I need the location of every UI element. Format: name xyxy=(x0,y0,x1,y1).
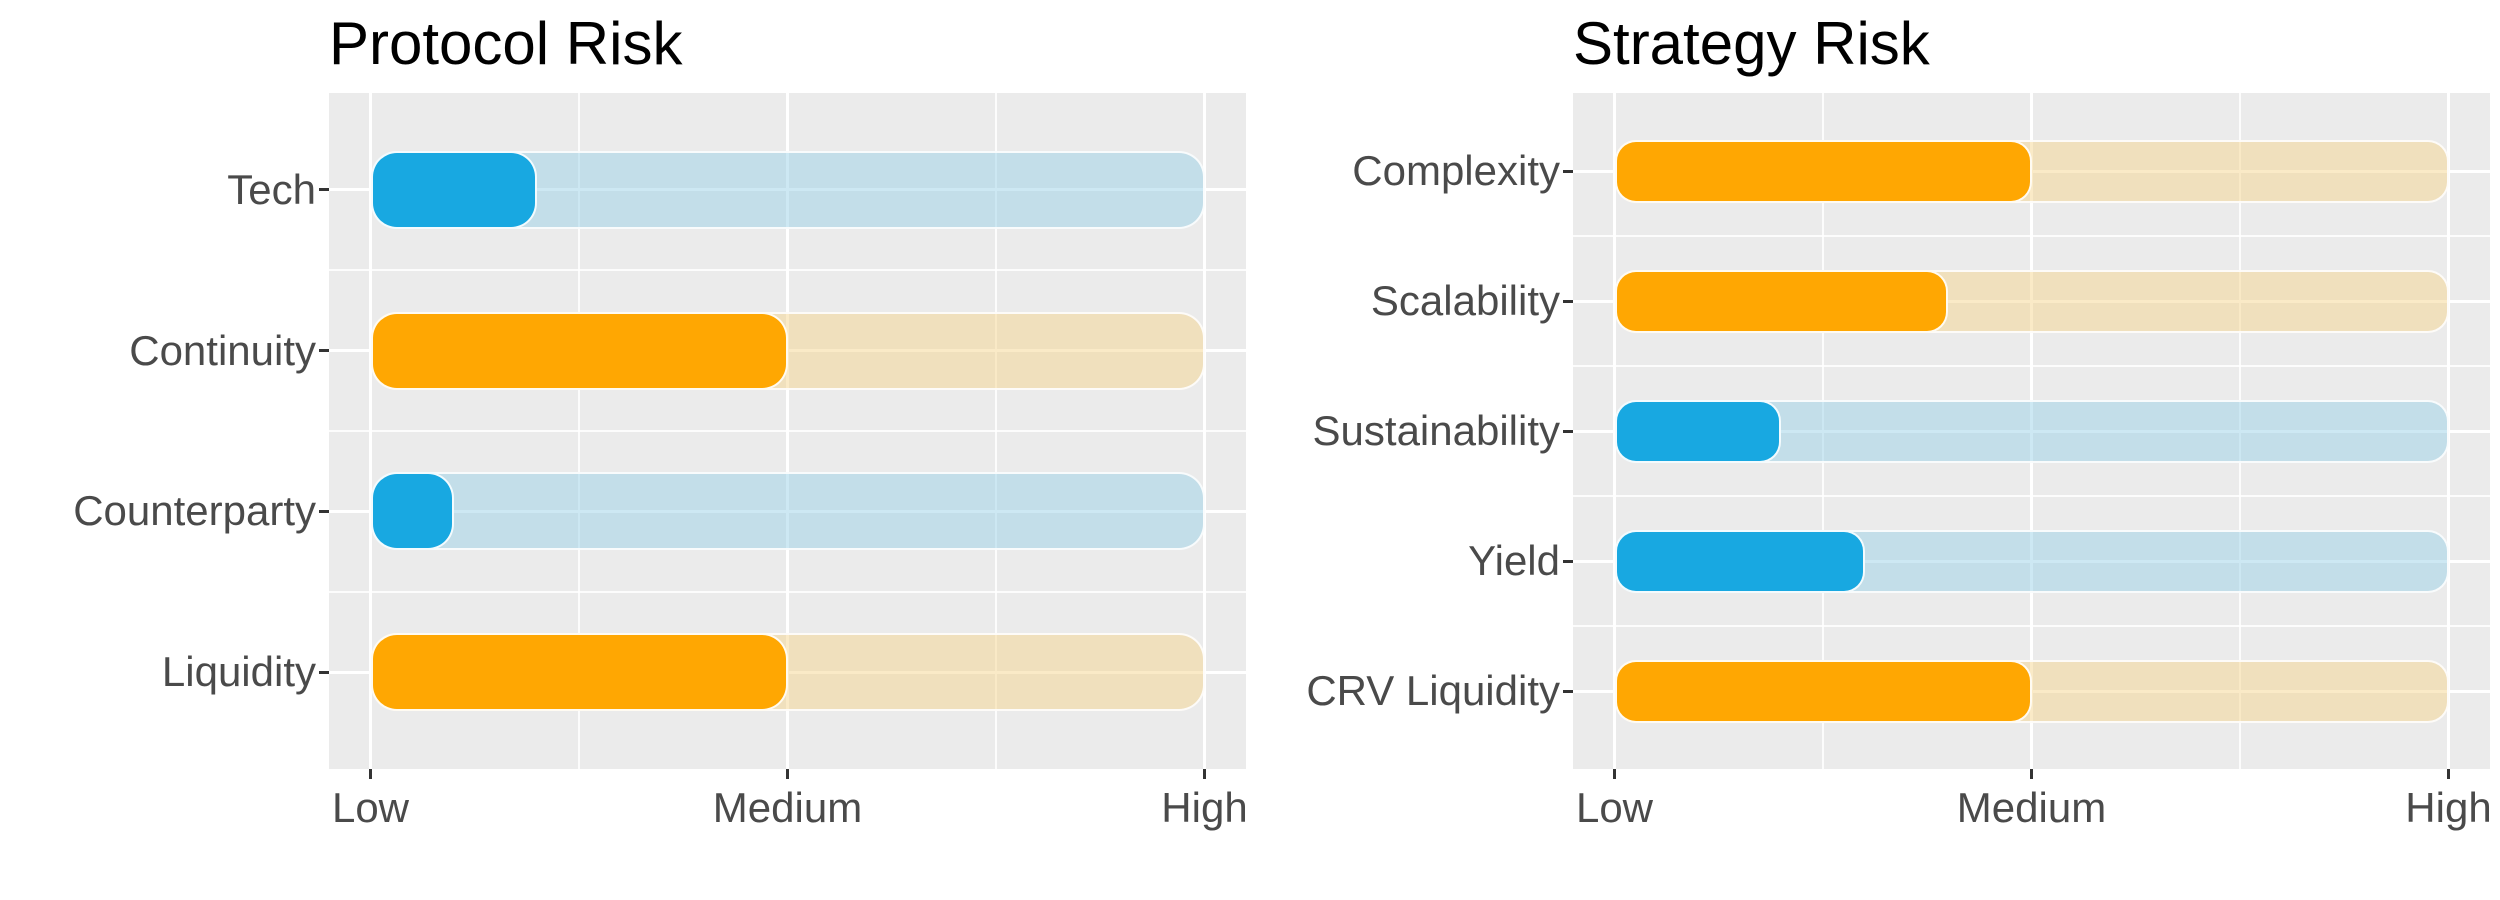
risk-track-counterparty xyxy=(370,472,1205,551)
y-axis-tick xyxy=(1563,689,1573,693)
risk-bar-tech xyxy=(370,150,538,229)
gridline-horizontal-minor xyxy=(1573,365,2490,367)
gridline-horizontal-minor xyxy=(1573,235,2490,237)
y-axis-tick xyxy=(1563,169,1573,173)
category-label: Continuity xyxy=(129,326,316,374)
risk-bar-counterparty xyxy=(370,472,454,551)
y-axis-tick xyxy=(1563,299,1573,303)
category-label: Yield xyxy=(1468,537,1560,584)
x-tick-label: Medium xyxy=(712,784,863,831)
risk-bar-scalability xyxy=(1614,269,1949,333)
x-tick-label: Low xyxy=(331,784,410,831)
risk-bar-sustainability xyxy=(1614,399,1782,463)
x-axis-tick xyxy=(1613,769,1616,779)
y-axis-tick xyxy=(1563,429,1573,433)
plot-panel xyxy=(329,93,1246,769)
x-axis-tick xyxy=(1203,769,1206,779)
gridline-horizontal-minor xyxy=(329,269,1246,272)
protocol-risk-chart: Protocol Risk Tech Continuity Counterparty… xyxy=(73,10,1247,831)
category-label: Complexity xyxy=(1352,147,1560,194)
plot-panel xyxy=(1573,93,2490,769)
gridline-horizontal-minor xyxy=(1573,625,2490,627)
category-label: Liquidity xyxy=(161,648,316,696)
y-axis-tick xyxy=(319,670,329,674)
chart-title: Strategy Risk xyxy=(1573,10,1930,77)
risk-bar-continuity xyxy=(370,311,788,390)
category-label: Tech xyxy=(227,165,316,213)
risk-bar-yield xyxy=(1614,529,1865,593)
x-axis-tick xyxy=(2447,769,2450,779)
y-axis-tick xyxy=(319,509,329,513)
gridline-horizontal-minor xyxy=(329,590,1246,593)
category-label: Scalability xyxy=(1370,277,1560,324)
x-tick-label: High xyxy=(2405,784,2492,831)
category-label: CRV Liquidity xyxy=(1306,667,1560,714)
chart-title: Protocol Risk xyxy=(329,10,683,77)
y-axis-tick xyxy=(319,188,329,192)
x-tick-label: Low xyxy=(1575,784,1654,831)
x-axis-tick xyxy=(369,769,372,779)
x-tick-label: High xyxy=(1161,784,1248,831)
risk-bar-complexity xyxy=(1614,139,2032,203)
category-label: Counterparty xyxy=(73,487,316,535)
x-tick-label: Medium xyxy=(1956,784,2107,831)
category-label: Sustainability xyxy=(1312,407,1560,454)
risk-bar-liquidity xyxy=(370,633,788,712)
risk-bar-crv-liquidity xyxy=(1614,659,2032,723)
strategy-risk-chart: Strategy Risk Complexity Scalability Susta… xyxy=(1250,0,2500,900)
x-axis-tick xyxy=(2030,769,2033,779)
gridline-horizontal-minor xyxy=(329,430,1246,432)
x-axis-tick xyxy=(786,769,789,779)
y-axis-tick xyxy=(319,349,329,353)
y-axis-tick xyxy=(1563,559,1573,563)
gridline-horizontal-minor xyxy=(1573,495,2490,497)
